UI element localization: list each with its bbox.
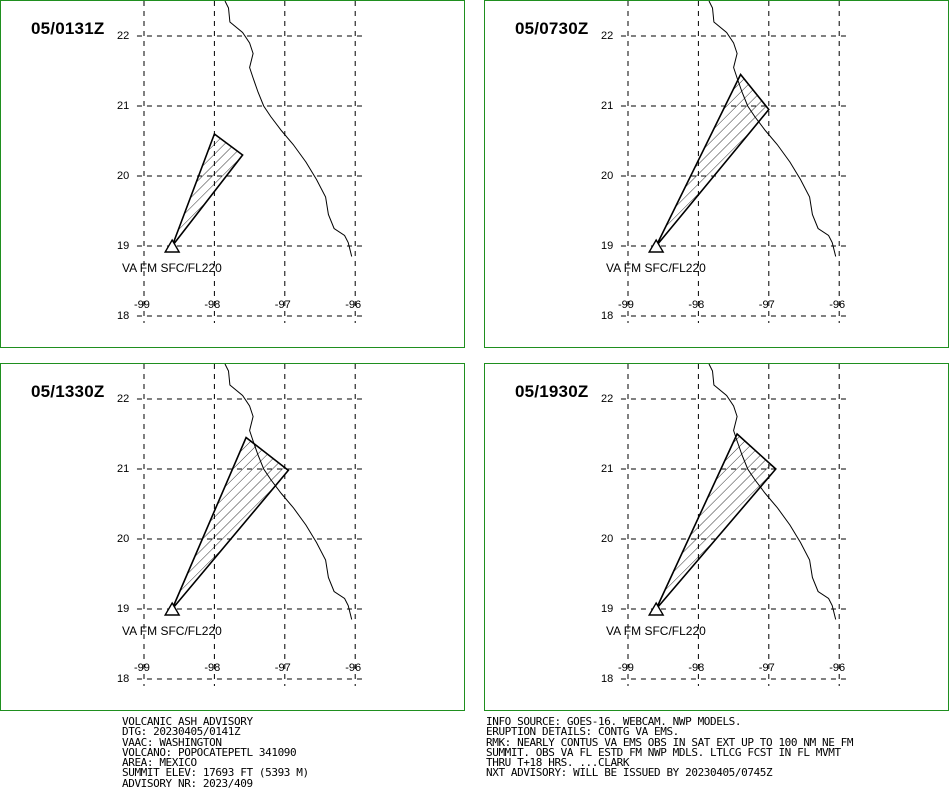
map-svg (620, 364, 847, 686)
lat-tick-label: 22 (117, 30, 130, 42)
advisory-remarks-line: NXT ADVISORY: WILL BE ISSUED BY 20230405… (486, 766, 773, 780)
lat-tick-label: 19 (117, 240, 130, 252)
volcano-triangle-icon (647, 238, 665, 253)
ash-cloud-polygon (171, 436, 290, 610)
lat-tick-label: 22 (601, 30, 614, 42)
panel-time-label: 05/1930Z (515, 382, 589, 401)
lat-tick-label: 19 (601, 240, 614, 252)
advisory-header-line: VOLCANO: POPOCATEPETL 341090 (122, 745, 297, 759)
advisory-header-text: VOLCANIC ASH ADVISORY DTG: 20230405/0141Z… (122, 715, 309, 790)
lon-tick-label: -97 (758, 662, 775, 674)
lon-tick-label: -97 (758, 299, 775, 311)
lon-tick-label: -96 (345, 299, 362, 311)
lat-tick-label: 18 (601, 673, 614, 685)
lat-tick-label: 21 (601, 100, 614, 112)
va-level-label: VA FM SFC/FL220 (606, 624, 706, 638)
volcano-triangle-icon (163, 238, 181, 253)
lon-tick-label: -96 (829, 299, 846, 311)
lon-tick-label: -97 (274, 299, 291, 311)
advisory-header-line: AREA: MEXICO (122, 756, 197, 770)
lat-tick-label: 19 (601, 603, 614, 615)
advisory-remarks-line: INFO SOURCE: GOES-16. WEBCAM. NWP MODELS… (486, 715, 742, 728)
lat-tick-label: 18 (601, 310, 614, 322)
advisory-header-line: VOLCANIC ASH ADVISORY (122, 715, 253, 728)
lon-tick-label: -99 (134, 299, 150, 311)
volcano-triangle-icon (163, 601, 181, 616)
advisory-remarks-line: ERUPTION DETAILS: CONTG VA EMS. (486, 725, 679, 739)
lat-tick-label: 22 (117, 393, 130, 405)
map-panel-0730z: 05/0730Z -99 -98 -97 -96 22 21 20 19 18 VA FM SFC… (484, 0, 949, 348)
lon-tick-label: -98 (688, 299, 705, 311)
map-panel-0131z: 05/0131Z -99 -98 -97 -96 22 21 20 19 18 VA FM SFC… (0, 0, 465, 348)
ash-cloud-polygon (655, 432, 777, 610)
lat-tick-label: 18 (117, 310, 130, 322)
lon-tick-label: -99 (134, 662, 150, 674)
lat-tick-label: 19 (117, 603, 130, 615)
lon-tick-label: -98 (204, 662, 221, 674)
advisory-header-line: ADVISORY NR: 2023/409 (122, 776, 253, 790)
lat-tick-label: 20 (117, 170, 130, 182)
lon-tick-label: -96 (345, 662, 362, 674)
lat-tick-label: 20 (117, 533, 130, 545)
advisory-header-line: SUMMIT ELEV: 17693 FT (5393 M) (122, 766, 309, 780)
advisory-remarks-text: INFO SOURCE: GOES-16. WEBCAM. NWP MODELS… (486, 715, 854, 780)
lat-tick-label: 21 (601, 463, 614, 475)
lat-tick-label: 18 (117, 673, 130, 685)
panel-time-label: 05/0730Z (515, 19, 589, 38)
panel-time-label: 05/0131Z (31, 19, 105, 38)
lon-tick-label: -96 (829, 662, 846, 674)
advisory-remarks-line: THRU T+18 HRS. ...CLARK (486, 756, 630, 770)
va-level-label: VA FM SFC/FL220 (122, 261, 222, 275)
map-svg (620, 1, 847, 323)
lon-tick-label: -98 (688, 662, 705, 674)
va-level-label: VA FM SFC/FL220 (122, 624, 222, 638)
lon-tick-label: -98 (204, 299, 221, 311)
coastline (224, 1, 353, 257)
map-svg (136, 364, 363, 686)
lon-tick-label: -99 (618, 299, 634, 311)
map-panel-1330z: 05/1330Z -99 -98 -97 -96 22 21 20 19 18 VA FM SFC… (0, 363, 465, 711)
advisory-remarks-line: RMK: NEARLY CONTUS VA EMS OBS IN SAT EXT… (486, 735, 854, 749)
va-level-label: VA FM SFC/FL220 (606, 261, 706, 275)
lat-tick-label: 21 (117, 100, 130, 112)
lat-tick-label: 20 (601, 533, 614, 545)
map-panel-1930z: 05/1930Z -99 -98 -97 -96 22 21 20 19 18 VA FM SFC… (484, 363, 949, 711)
lat-tick-label: 22 (601, 393, 614, 405)
lon-tick-label: -97 (274, 662, 291, 674)
advisory-header-line: VAAC: WASHINGTON (122, 735, 222, 749)
panel-time-label: 05/1330Z (31, 382, 105, 401)
lat-tick-label: 21 (117, 463, 130, 475)
volcano-triangle-icon (647, 601, 665, 616)
ash-cloud-polygon (171, 132, 244, 247)
advisory-remarks-line: SUMMIT. OBS VA FL ESTD FM NWP MDLS. LTLC… (486, 745, 841, 759)
advisory-header-line: DTG: 20230405/0141Z (122, 725, 241, 739)
lon-tick-label: -99 (618, 662, 634, 674)
lat-tick-label: 20 (601, 170, 614, 182)
map-svg (136, 1, 363, 323)
ash-cloud-polygon (655, 73, 770, 247)
